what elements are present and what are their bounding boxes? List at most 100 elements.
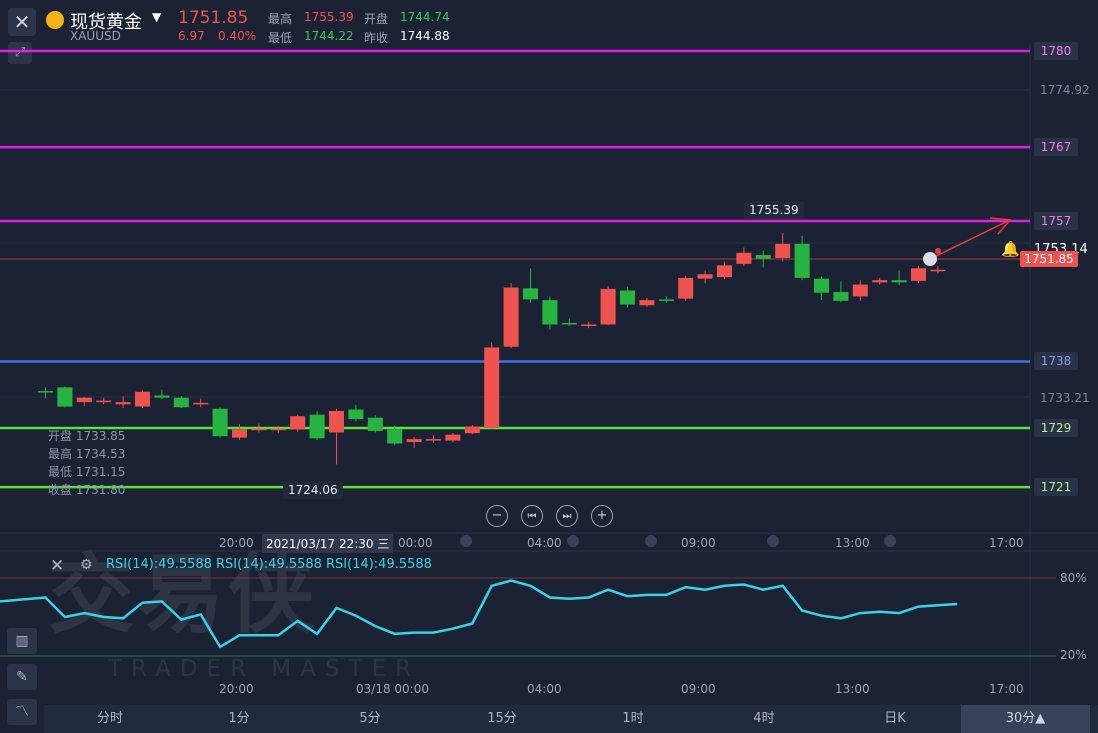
instrument-title[interactable]: 现货黄金: [70, 12, 142, 33]
tf-15m[interactable]: 15分: [487, 711, 517, 726]
price-level-tag[interactable]: 1729: [1034, 419, 1078, 437]
time-label: 20:00: [219, 536, 254, 550]
indicator-tool-button[interactable]: ▥: [7, 628, 37, 654]
skip-forward-icon: ⏭: [562, 511, 572, 522]
candle-body: [561, 323, 577, 325]
candle-body: [38, 391, 53, 393]
alert-dot: [935, 248, 941, 254]
candle-body: [620, 290, 635, 305]
high-label: 最高: [268, 12, 293, 26]
candles-icon: ▥: [15, 633, 29, 649]
candle-body: [290, 416, 306, 430]
candle-body: [464, 426, 480, 434]
rsi-label: RSI(14):49.5588: [216, 557, 322, 572]
axis-price-label: 1733.21: [1040, 391, 1090, 405]
rsi-time-label: 17:00: [989, 682, 1024, 696]
candle-body: [542, 300, 558, 325]
price-level-tag[interactable]: 1738: [1034, 352, 1078, 371]
candle-body: [911, 268, 926, 281]
candle-body: [523, 288, 538, 300]
scroll-end-button[interactable]: ⏭: [556, 505, 578, 527]
last-price-tag: 1751.85: [1020, 251, 1078, 267]
price-level-tag[interactable]: 1767: [1034, 138, 1078, 157]
plus-icon: +: [596, 508, 608, 523]
price-level-tag[interactable]: 1721: [1034, 478, 1078, 497]
candle-body: [678, 277, 694, 299]
candle-body: [232, 429, 247, 438]
candle-body: [445, 434, 461, 441]
close-rsi-icon[interactable]: ✕: [50, 556, 65, 576]
rsi-line: [0, 579, 958, 649]
candle-body: [872, 280, 888, 283]
close-button[interactable]: ✕: [8, 8, 36, 36]
price-level-tag[interactable]: 1780: [1034, 41, 1078, 60]
event-marker: [884, 535, 896, 547]
tf-5m[interactable]: 5分: [359, 711, 381, 726]
time-label: 17:00: [989, 536, 1024, 550]
tf-4h[interactable]: 4时: [753, 711, 775, 726]
candle-body: [736, 252, 752, 264]
settings-icon[interactable]: ⚙: [80, 557, 93, 573]
tf-1d[interactable]: 日K: [884, 711, 906, 726]
instrument-symbol: XAUUSD: [70, 29, 121, 43]
time-label: 13:00: [835, 536, 870, 550]
candle-body: [154, 395, 170, 398]
crosshair-time-label: 2021/03/17 22:30 三: [262, 534, 394, 553]
candle-body: [193, 402, 209, 405]
last-price: 1751.85: [178, 8, 249, 28]
candle-body: [212, 408, 228, 437]
line-tool-button[interactable]: 〽: [7, 699, 37, 725]
time-label: 00:00: [398, 536, 433, 550]
event-marker: [645, 535, 657, 547]
pencil-icon: ✎: [16, 669, 28, 685]
tf-1h[interactable]: 1时: [622, 711, 644, 726]
candle-body: [57, 387, 73, 407]
draw-tool-button[interactable]: ✎: [7, 664, 37, 690]
candle-body: [367, 417, 383, 431]
watermark-cn: 交易侠: [48, 545, 318, 645]
rsi-label: RSI(14):49.5588: [106, 557, 212, 572]
rsi-time-label: 20:00: [219, 682, 254, 696]
event-marker: [767, 535, 779, 547]
candle-body: [76, 397, 92, 403]
open-label: 开盘: [364, 12, 389, 26]
candle-body: [426, 439, 441, 441]
tf-30m-selected[interactable]: 30分▲: [961, 705, 1090, 733]
rsi-level-label: 80%: [1060, 571, 1087, 585]
candlestick-chart[interactable]: [0, 0, 1098, 705]
zoom-out-button[interactable]: −: [486, 505, 508, 527]
rsi-time-label: 09:00: [681, 682, 716, 696]
tf-tick[interactable]: 分时: [96, 711, 123, 726]
chevron-down-icon[interactable]: ▼: [152, 10, 162, 24]
ohlc-high: 最高 1734.53: [48, 447, 126, 461]
candle-body: [794, 243, 810, 278]
time-label: 04:00: [527, 536, 562, 550]
tf-1m[interactable]: 1分: [228, 711, 250, 726]
quote-header: ✕ 现货黄金 ▼ XAUUSD 1751.85 6.97 0.40% 最高 17…: [0, 0, 1098, 45]
price-level-tag[interactable]: 1757: [1034, 212, 1078, 230]
rsi-time-label: 03/18 00:00: [356, 682, 429, 696]
price-change-pct: 0.40%: [218, 29, 257, 43]
price-change: 6.97: [178, 29, 205, 43]
prev-close-value: 1744.88: [400, 29, 450, 43]
close-icon: ✕: [13, 10, 31, 34]
low-value: 1744.22: [304, 29, 354, 43]
axis-price-label: 1774.92: [1040, 83, 1090, 97]
gold-coin-icon: [46, 11, 64, 29]
candle-body: [658, 299, 674, 301]
skip-back-icon: ⏮: [527, 511, 537, 522]
candle-body: [755, 255, 771, 259]
bell-icon[interactable]: 🔔: [1001, 240, 1020, 258]
candle-body: [833, 291, 849, 301]
trend-arrow: [931, 219, 1011, 259]
high-value: 1755.39: [304, 10, 354, 24]
rsi-time-label: 04:00: [527, 682, 562, 696]
expand-button[interactable]: ⤢: [8, 42, 32, 64]
scroll-start-button[interactable]: ⏮: [521, 505, 543, 527]
candle-body: [717, 265, 732, 278]
candle-body: [852, 284, 868, 297]
candle-body: [930, 269, 946, 272]
zoom-in-button[interactable]: +: [591, 505, 613, 527]
candle-body: [891, 280, 907, 283]
prev-close-label: 昨收: [364, 31, 389, 45]
